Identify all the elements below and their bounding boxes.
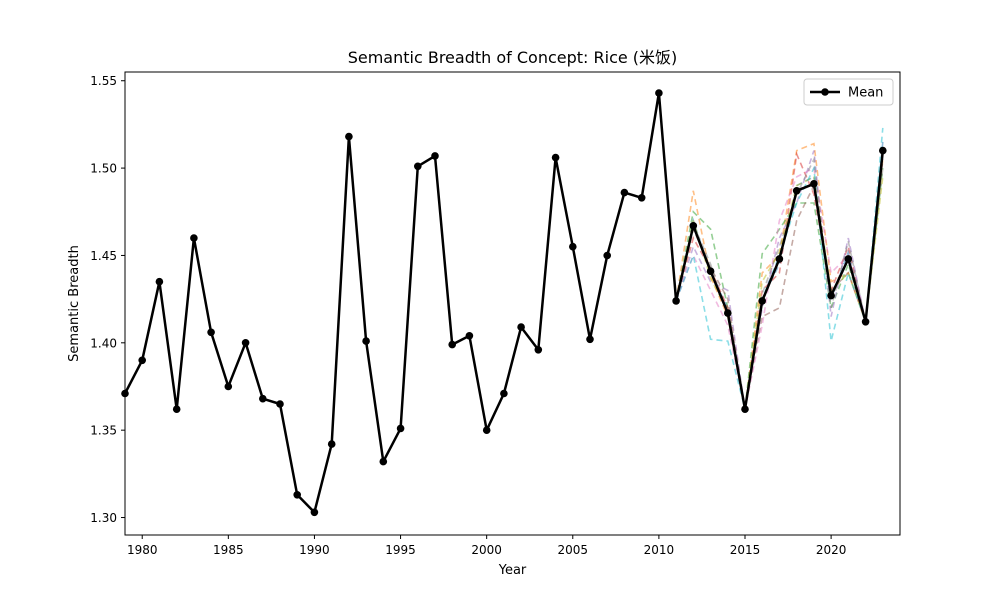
mean-series-line	[123, 91, 885, 514]
mean-point-2001	[500, 389, 508, 398]
mean-point-2008	[620, 188, 629, 197]
y-tick-label-1.40: 1.40	[90, 336, 117, 350]
background-series-line-2	[675, 142, 884, 410]
mean-point-1998	[448, 340, 457, 349]
mean-point-1993	[362, 337, 370, 345]
mean-point-2013	[706, 267, 715, 276]
mean-point-2000	[482, 426, 491, 435]
legend-box	[803, 78, 894, 106]
y-tick-label-1.45: 1.45	[90, 249, 117, 263]
x-axis-label: Year	[498, 563, 527, 578]
mean-point-1988	[276, 400, 284, 408]
mean-series-group	[121, 89, 887, 517]
mean-point-2011	[672, 297, 680, 305]
mean-point-1992	[345, 132, 353, 141]
mean-point-2009	[637, 194, 646, 202]
background-series-line-8	[675, 156, 884, 410]
background-series-line-3	[675, 168, 884, 410]
mean-point-2015	[741, 405, 749, 414]
mean-point-1990	[310, 508, 319, 517]
mean-point-2003	[534, 346, 543, 354]
mean-point-1991	[327, 440, 336, 448]
background-series-line-9	[675, 175, 884, 410]
mean-point-2014	[724, 309, 732, 317]
chart-title: Semantic Breadth of Concept: Rice (米饭)	[348, 48, 678, 67]
mean-point-1980	[138, 356, 146, 365]
mean-point-2012	[689, 222, 698, 230]
mean-point-2004	[551, 153, 560, 162]
y-tick-label-1.35: 1.35	[90, 424, 117, 438]
mean-point-1997	[431, 152, 439, 160]
mean-point-2018	[792, 187, 801, 195]
mean-point-2023	[879, 146, 887, 155]
x-tick-label-2020: 2020	[816, 543, 847, 557]
x-tick-label-2015: 2015	[730, 543, 761, 557]
y-tick-label-1.50: 1.50	[90, 162, 117, 176]
mean-point-2016	[758, 297, 766, 305]
mean-point-1983	[190, 234, 198, 242]
background-series-line-10	[675, 127, 884, 410]
x-axis-ticks: 1980 1985 1990 1995 2000 2005 2010 2015 2020	[127, 535, 846, 557]
mean-point-2017	[775, 255, 784, 263]
mean-point-1984	[207, 328, 215, 337]
background-series-line-7	[675, 150, 884, 410]
mean-point-2020	[827, 291, 835, 300]
x-tick-label-1990: 1990	[299, 543, 330, 557]
y-axis-label: Semantic Breadth	[67, 245, 82, 362]
x-tick-label-1980: 1980	[127, 543, 158, 557]
mean-point-2005	[569, 242, 577, 251]
x-tick-label-1985: 1985	[213, 543, 244, 557]
legend-marker-swatch	[821, 88, 829, 96]
mean-point-1986	[241, 339, 250, 347]
background-series-line-5	[675, 150, 884, 410]
x-tick-label-2005: 2005	[558, 543, 589, 557]
mean-point-2021	[844, 255, 853, 263]
mean-point-2006	[586, 335, 594, 344]
x-tick-label-2000: 2000	[471, 543, 502, 557]
y-tick-label-1.30: 1.30	[90, 511, 117, 525]
legend-entry-mean: Mean	[848, 86, 883, 101]
y-axis-ticks: 1.30 1.35 1.40 1.45 1.50 1.55	[90, 74, 125, 525]
mean-point-1999	[465, 332, 474, 340]
mean-point-2007	[603, 251, 611, 260]
mean-point-2022	[861, 318, 870, 326]
mean-point-1994	[379, 457, 388, 466]
mean-point-1987	[259, 394, 267, 403]
mean-point-1989	[293, 491, 302, 499]
x-tick-label-2010: 2010	[644, 543, 675, 557]
legend: Mean	[803, 78, 894, 106]
x-tick-label-1995: 1995	[385, 543, 416, 557]
mean-point-2010	[655, 89, 663, 97]
mean-point-2019	[810, 180, 818, 188]
mean-point-2002	[517, 323, 525, 331]
mean-point-1996	[414, 162, 422, 171]
mean-point-1982	[172, 405, 181, 414]
mean-point-1981	[155, 277, 164, 286]
mean-point-1995	[396, 424, 405, 433]
y-tick-label-1.55: 1.55	[90, 74, 117, 88]
mean-point-1985	[224, 382, 233, 391]
plot-frame	[124, 71, 901, 536]
background-series-group	[675, 127, 884, 410]
background-series-line-1	[675, 141, 884, 410]
